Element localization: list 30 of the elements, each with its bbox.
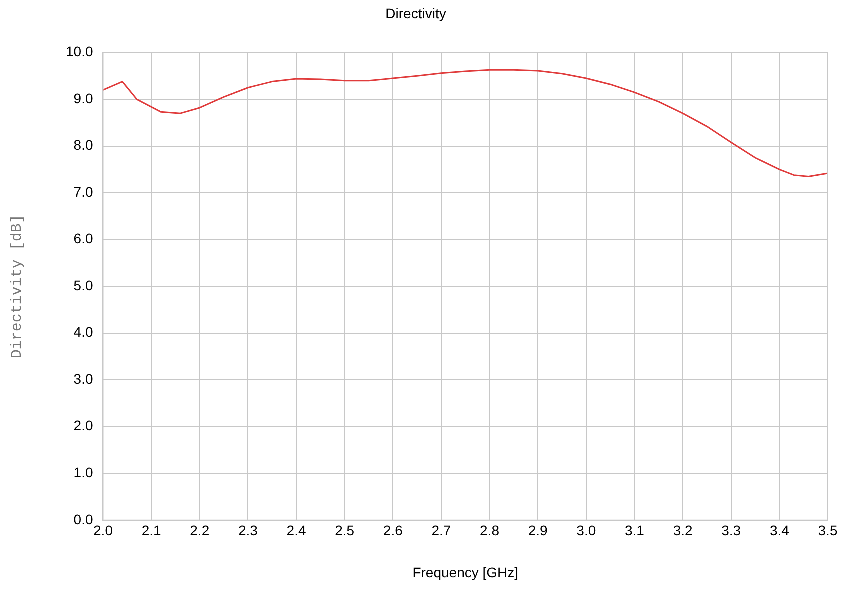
y-tick-label: 1.0 [74,464,94,480]
y-tick-label: 4.0 [74,324,94,340]
x-tick-label: 2.3 [238,522,258,539]
x-tick-label: 3.1 [625,522,645,539]
x-tick-label: 3.3 [722,522,742,539]
x-tick-label: 3.0 [576,522,596,539]
y-tick-label: 0.0 [74,511,94,528]
x-tick-label: 2.2 [190,522,210,539]
y-tick-label: 10.0 [66,44,94,60]
y-tick-label: 7.0 [74,184,94,200]
x-tick-label: 3.2 [673,522,693,539]
chart-title: Directivity [386,5,446,22]
y-axis-title: Directivity [dB] [8,214,26,359]
x-tick-label: 2.7 [432,522,452,539]
y-tick-label: 5.0 [74,277,94,294]
x-tick-label: 2.5 [335,522,355,539]
x-tick-label: 2.9 [528,522,548,539]
y-tick-label: 6.0 [74,230,94,247]
y-tick-label: 2.0 [74,418,94,434]
x-tick-label: 2.6 [383,522,404,539]
x-tick-label: 2.1 [142,522,162,539]
x-tick-label: 3.5 [818,522,838,539]
y-tick-label: 9.0 [74,90,94,106]
x-tick-label: 2.0 [94,522,114,539]
y-tick-label: 3.0 [74,370,94,387]
x-tick-label: 3.4 [770,522,790,539]
x-tick-label: 2.8 [480,522,500,539]
y-tick-label: 8.0 [74,137,94,154]
x-tick-label: 2.4 [286,522,306,539]
x-axis-title: Frequency [GHz] [412,564,519,580]
